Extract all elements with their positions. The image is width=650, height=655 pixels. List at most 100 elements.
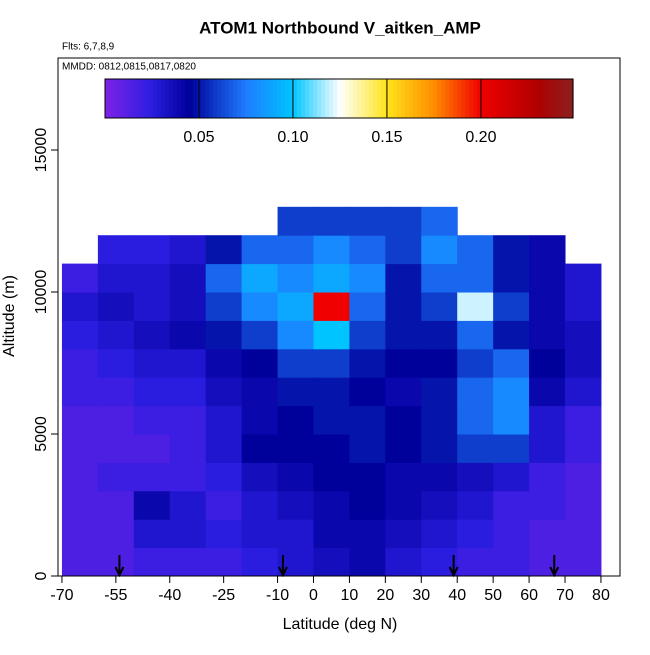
heatmap-cell bbox=[277, 462, 314, 492]
heatmap-cell bbox=[349, 377, 386, 407]
heatmap-cell bbox=[457, 292, 494, 321]
colorbar-tick-label: 0.05 bbox=[183, 129, 214, 146]
heatmap-cell bbox=[241, 292, 279, 321]
heatmap-cell bbox=[133, 490, 171, 520]
colorbar-swatch bbox=[549, 79, 554, 118]
heatmap-cell bbox=[133, 320, 171, 350]
heatmap-cell bbox=[133, 519, 171, 549]
heatmap-cell bbox=[385, 519, 422, 549]
heatmap-cell bbox=[421, 405, 458, 435]
colorbar-swatch bbox=[353, 79, 358, 118]
heatmap-cell bbox=[529, 547, 566, 577]
heatmap-cell bbox=[457, 519, 494, 549]
heatmap-cell bbox=[241, 434, 279, 463]
colorbar-swatch bbox=[217, 79, 222, 118]
colorbar-swatch bbox=[465, 79, 470, 118]
arrow-head bbox=[114, 566, 125, 578]
heatmap-cell bbox=[313, 434, 350, 463]
heatmap-cell bbox=[169, 292, 207, 321]
colorbar-swatch bbox=[113, 79, 118, 118]
heatmap-cell bbox=[241, 263, 279, 293]
heatmap-cell bbox=[241, 348, 279, 378]
heatmap-cell bbox=[61, 405, 99, 435]
colorbar-swatch bbox=[553, 79, 558, 118]
colorbar-swatch bbox=[185, 79, 190, 118]
heatmap-cell bbox=[565, 377, 602, 407]
arrow-head bbox=[448, 566, 459, 578]
colorbar-swatch bbox=[489, 79, 494, 118]
heatmap-cell bbox=[241, 490, 279, 520]
heatmap-cell bbox=[349, 206, 386, 236]
colorbar-swatch bbox=[545, 79, 550, 118]
y-tick-label: 5000 bbox=[33, 416, 50, 452]
heatmap-cell bbox=[133, 377, 171, 407]
heatmap-cell bbox=[349, 263, 386, 293]
colorbar-swatch bbox=[433, 79, 438, 118]
heatmap-cell bbox=[385, 320, 422, 350]
heatmap-cell bbox=[241, 405, 279, 435]
colorbar-swatch bbox=[521, 79, 526, 118]
subtitle: Flts: 6,7,8,9 bbox=[62, 42, 115, 53]
heatmap-cell bbox=[385, 405, 422, 435]
plot-frame bbox=[57, 57, 621, 577]
colorbar-swatch bbox=[325, 79, 330, 118]
heatmap-cell bbox=[277, 292, 314, 321]
heatmap-cell bbox=[169, 377, 207, 407]
heatmap-cell bbox=[97, 235, 135, 265]
heatmap-cell bbox=[385, 377, 422, 407]
heatmap-cell bbox=[349, 320, 386, 350]
colorbar-swatch bbox=[565, 79, 570, 118]
colorbar-swatch bbox=[321, 79, 326, 118]
colorbar-swatch bbox=[425, 79, 430, 118]
heatmap-cell bbox=[277, 490, 314, 520]
colorbar-swatch bbox=[277, 79, 282, 118]
colorbar-swatch bbox=[281, 79, 286, 118]
heatmap-cell bbox=[565, 292, 602, 321]
colorbar-swatch bbox=[449, 79, 454, 118]
arrow bbox=[448, 555, 459, 578]
heatmap-cell bbox=[529, 519, 566, 549]
colorbar-swatch bbox=[237, 79, 242, 118]
colorbar-swatch bbox=[397, 79, 402, 118]
colorbar-swatch bbox=[473, 79, 478, 118]
heatmap-cell bbox=[457, 434, 494, 463]
colorbar-swatch bbox=[121, 79, 126, 118]
heatmap-cell bbox=[205, 292, 243, 321]
heatmap-cell bbox=[241, 377, 279, 407]
heatmap-cell bbox=[169, 490, 207, 520]
heatmap-cell bbox=[169, 547, 207, 577]
colorbar-swatch bbox=[409, 79, 414, 118]
colorbar-swatch bbox=[445, 79, 450, 118]
y-tick-label: 0 bbox=[33, 571, 50, 580]
heatmap-cell bbox=[349, 462, 386, 492]
heatmap-cell bbox=[421, 320, 458, 350]
colorbar-swatch bbox=[429, 79, 434, 118]
heatmap-cell bbox=[277, 235, 314, 265]
x-tick-label: 10 bbox=[341, 587, 359, 604]
heatmap-cell bbox=[421, 490, 458, 520]
colorbar-swatch bbox=[205, 79, 210, 118]
colorbar-swatch bbox=[569, 79, 574, 118]
colorbar-swatch bbox=[389, 79, 394, 118]
heatmap-cell bbox=[421, 348, 458, 378]
heatmap-cell bbox=[61, 263, 99, 293]
y-tick-label: 15000 bbox=[33, 128, 50, 173]
colorbar-tick-label: 0.15 bbox=[371, 129, 402, 146]
heatmap-cell bbox=[61, 292, 99, 321]
heatmap-cell bbox=[565, 519, 602, 549]
heatmap-cell bbox=[565, 547, 602, 577]
colorbar-swatch bbox=[345, 79, 350, 118]
heatmap-cell bbox=[97, 547, 135, 577]
annotation: MMDD: 0812,0815,0817,0820 bbox=[62, 62, 196, 73]
colorbar-swatch bbox=[533, 79, 538, 118]
heatmap-cell bbox=[205, 519, 243, 549]
heatmap-cell bbox=[61, 519, 99, 549]
heatmap-cell bbox=[385, 292, 422, 321]
heatmap-cell bbox=[169, 519, 207, 549]
heatmap-cell bbox=[169, 320, 207, 350]
heatmap-cell bbox=[313, 263, 350, 293]
colorbar-swatch bbox=[213, 79, 218, 118]
colorbar-swatch bbox=[497, 79, 502, 118]
heatmap-cell bbox=[133, 292, 171, 321]
colorbar-swatch bbox=[329, 79, 334, 118]
